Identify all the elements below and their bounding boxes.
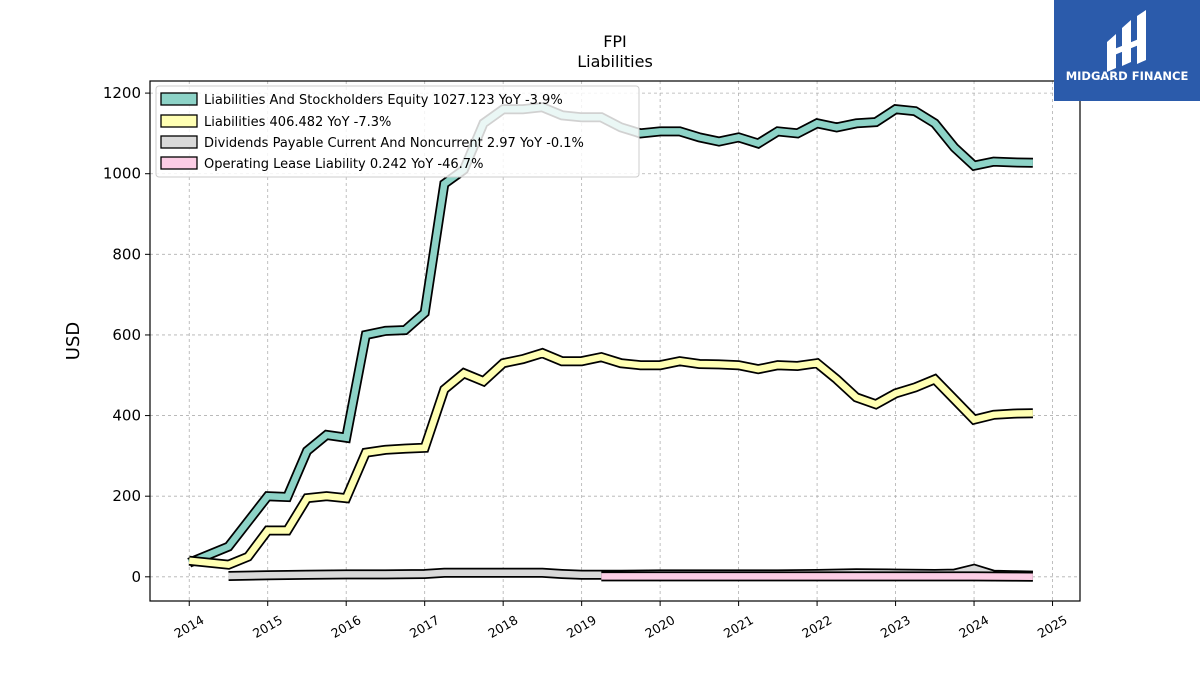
- legend-swatch-liabilities: [160, 114, 198, 128]
- y-tick-label: 1000: [103, 165, 141, 183]
- y-tick-label: 1200: [103, 84, 141, 102]
- series-line-liabilities: [188, 347, 1034, 570]
- y-tick-label: 800: [112, 245, 141, 263]
- x-tick-label: 2020: [642, 612, 677, 641]
- y-tick-label: 400: [112, 407, 141, 425]
- x-tick-label: 2019: [564, 612, 599, 641]
- legend-entry-equity: Liabilities And Stockholders Equity 1027…: [204, 93, 563, 108]
- logo-text: MIDGARD FINANCE: [1066, 69, 1189, 83]
- legend-swatch-equity: [160, 92, 198, 106]
- x-tick-label: 2014: [171, 612, 206, 641]
- series-line-liabilities-outline: [188, 347, 1034, 570]
- plot-frame: [149, 80, 1081, 602]
- x-tick-label: 2021: [721, 612, 756, 641]
- legend-box: [155, 85, 640, 178]
- x-tick-label: 2016: [328, 612, 363, 641]
- series-line-liabilities-fill: [188, 349, 1033, 569]
- legend: Liabilities And Stockholders Equity 1027…: [155, 85, 640, 178]
- x-tick-label: 2015: [250, 612, 285, 641]
- grid: [150, 81, 1080, 601]
- legend-swatch-dividends: [160, 135, 198, 149]
- legend-swatch-lease: [160, 156, 198, 170]
- legend-entry-lease: Operating Lease Liability 0.242 YoY -46.…: [204, 157, 483, 172]
- chart-subtitle: Liabilities: [577, 52, 653, 71]
- x-tick-label: 2025: [1035, 612, 1070, 641]
- chart-title: FPI: [603, 32, 627, 51]
- x-axis: 2014 2015 2016 2017 2018 2019 2020 2021 2022 2023…: [171, 601, 1070, 641]
- midgard-logo: MIDGARD FINANCE: [1054, 0, 1200, 101]
- y-tick-label: 0: [131, 568, 141, 586]
- x-tick-label: 2023: [878, 612, 913, 641]
- y-tick-label: 200: [112, 487, 141, 505]
- x-tick-label: 2022: [799, 612, 834, 641]
- legend-entry-dividends: Dividends Payable Current And Noncurrent…: [204, 136, 584, 151]
- y-axis-label: USD: [63, 322, 84, 360]
- x-tick-label: 2018: [485, 612, 520, 641]
- x-tick-label: 2024: [956, 612, 991, 641]
- x-tick-label: 2017: [407, 612, 442, 641]
- y-axis: 0 200 400 600 800 1000 1200: [103, 84, 150, 586]
- series-lines: [187, 102, 1034, 582]
- midgard-logo-icon: [1107, 10, 1146, 72]
- legend-entry-liabilities: Liabilities 406.482 YoY -7.3%: [204, 115, 391, 130]
- y-tick-label: 600: [112, 326, 141, 344]
